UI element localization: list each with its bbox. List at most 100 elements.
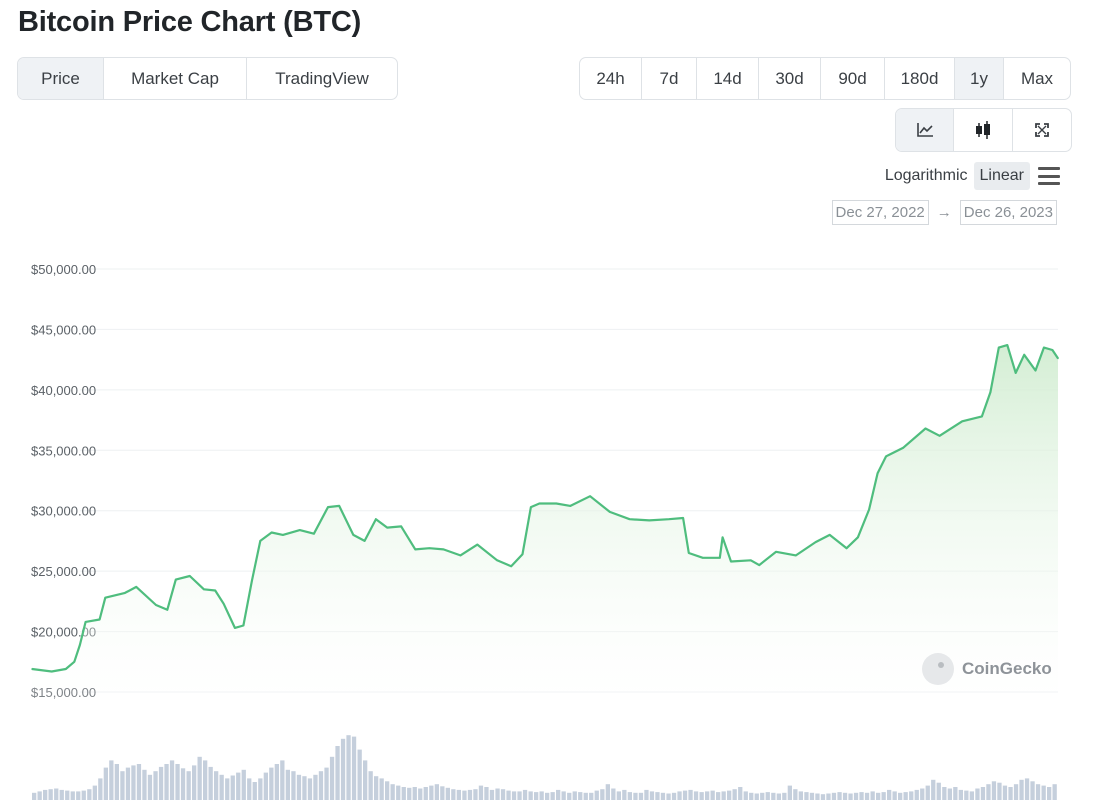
volume-bar — [1019, 779, 1024, 800]
date-from-input[interactable]: Dec 27, 2022 — [831, 200, 929, 225]
price-point — [989, 391, 992, 394]
price-point — [234, 627, 236, 629]
volume-bar — [909, 791, 914, 800]
volume-bar — [70, 791, 75, 800]
fullscreen-button[interactable] — [1013, 109, 1071, 151]
volume-bar — [859, 792, 864, 800]
volume-bar — [892, 791, 897, 800]
volume-bar — [423, 787, 428, 800]
volume-bar — [798, 791, 803, 800]
volume-bar — [506, 790, 511, 800]
range-180d-button[interactable]: 180d — [885, 58, 955, 99]
volume-bar — [412, 787, 417, 800]
volume-bar — [820, 794, 826, 800]
volume-bar — [815, 793, 820, 800]
volume-bar — [131, 765, 136, 800]
volume-bar — [462, 790, 467, 800]
volume-bar — [925, 785, 930, 800]
price-point — [203, 588, 205, 591]
volume-bar — [721, 791, 726, 800]
volume-bar — [197, 756, 202, 800]
tab-market-cap[interactable]: Market Cap — [104, 58, 247, 99]
volume-bar — [368, 771, 373, 800]
range-max-button[interactable]: Max — [1020, 68, 1054, 88]
volume-bar — [241, 769, 246, 800]
price-point — [166, 609, 169, 611]
price-point — [31, 668, 33, 670]
price-point — [386, 526, 389, 529]
volume-bar — [396, 785, 401, 800]
range-7d-button[interactable]: 7d — [642, 58, 697, 99]
range-14d-button[interactable]: 14d — [697, 58, 759, 99]
line-chart-button[interactable] — [896, 109, 954, 151]
volume-bar — [903, 792, 908, 800]
volume-bar — [583, 792, 588, 800]
range-90d-button[interactable]: 90d — [821, 58, 885, 99]
price-chart[interactable]: $15,000.00$20,000.00$25,000.00$30,000.00… — [0, 230, 1100, 800]
price-point — [845, 547, 848, 549]
y-tick-label: $35,000.00 — [31, 443, 96, 458]
volume-bar — [313, 774, 318, 800]
volume-bar — [495, 788, 500, 800]
volume-bar — [125, 767, 131, 800]
volume-bar — [760, 792, 765, 800]
volume-bar — [826, 793, 831, 800]
volume-bar — [947, 788, 952, 800]
price-point — [1043, 346, 1045, 349]
price-point — [1034, 369, 1037, 372]
price-point — [50, 670, 53, 673]
volume-bar — [169, 760, 175, 800]
price-point — [214, 589, 216, 592]
price-point — [530, 506, 532, 508]
volume-bar — [727, 790, 732, 800]
coingecko-watermark: CoinGecko — [922, 653, 1052, 685]
price-point — [414, 548, 417, 551]
volume-bar — [192, 765, 197, 800]
price-point — [721, 536, 724, 539]
volume-bar — [451, 789, 456, 800]
range-30d-button[interactable]: 30d — [759, 58, 821, 99]
volume-bar — [1052, 784, 1057, 800]
tab-price[interactable]: Price — [18, 58, 104, 99]
tab-tradingview[interactable]: TradingView — [275, 68, 369, 88]
price-point — [538, 502, 541, 505]
y-tick-label: $40,000.00 — [31, 383, 96, 398]
volume-bar — [401, 787, 406, 800]
price-point — [428, 547, 431, 549]
volume-bar — [561, 791, 566, 800]
linear-scale-option[interactable]: Linear — [973, 162, 1030, 190]
volume-bar — [324, 767, 329, 800]
price-point — [828, 534, 831, 536]
volume-bar — [611, 788, 616, 800]
volume-bar — [914, 789, 919, 800]
price-point — [758, 564, 760, 566]
volume-bar — [59, 789, 64, 800]
volume-bar — [688, 789, 693, 800]
candlestick-button[interactable] — [954, 109, 1013, 151]
volume-bar — [445, 787, 450, 800]
date-to-input[interactable]: Dec 26, 2023 — [959, 200, 1057, 225]
range-1y-button[interactable]: 1y — [955, 58, 1004, 99]
range-24h-button[interactable]: 24h — [580, 58, 642, 99]
price-point — [352, 534, 355, 536]
volume-bar — [787, 785, 792, 800]
volume-bar — [743, 791, 748, 800]
price-point — [730, 560, 732, 563]
price-point — [242, 624, 245, 627]
price-point — [104, 596, 107, 599]
volume-bar — [853, 792, 859, 800]
volume-bar — [351, 736, 357, 800]
volume-bar — [285, 769, 290, 800]
volume-bar — [600, 789, 605, 800]
volume-bar — [180, 768, 186, 800]
volume-bar — [975, 788, 980, 800]
price-point — [338, 505, 341, 507]
price-point — [1057, 357, 1059, 360]
price-point — [902, 447, 904, 449]
price-point — [189, 575, 191, 577]
hamburger-menu-icon[interactable] — [1038, 167, 1060, 185]
logarithmic-scale-option[interactable]: Logarithmic — [884, 167, 968, 184]
volume-bar — [931, 779, 936, 800]
volume-bar — [517, 791, 522, 800]
volume-bar — [953, 787, 958, 800]
